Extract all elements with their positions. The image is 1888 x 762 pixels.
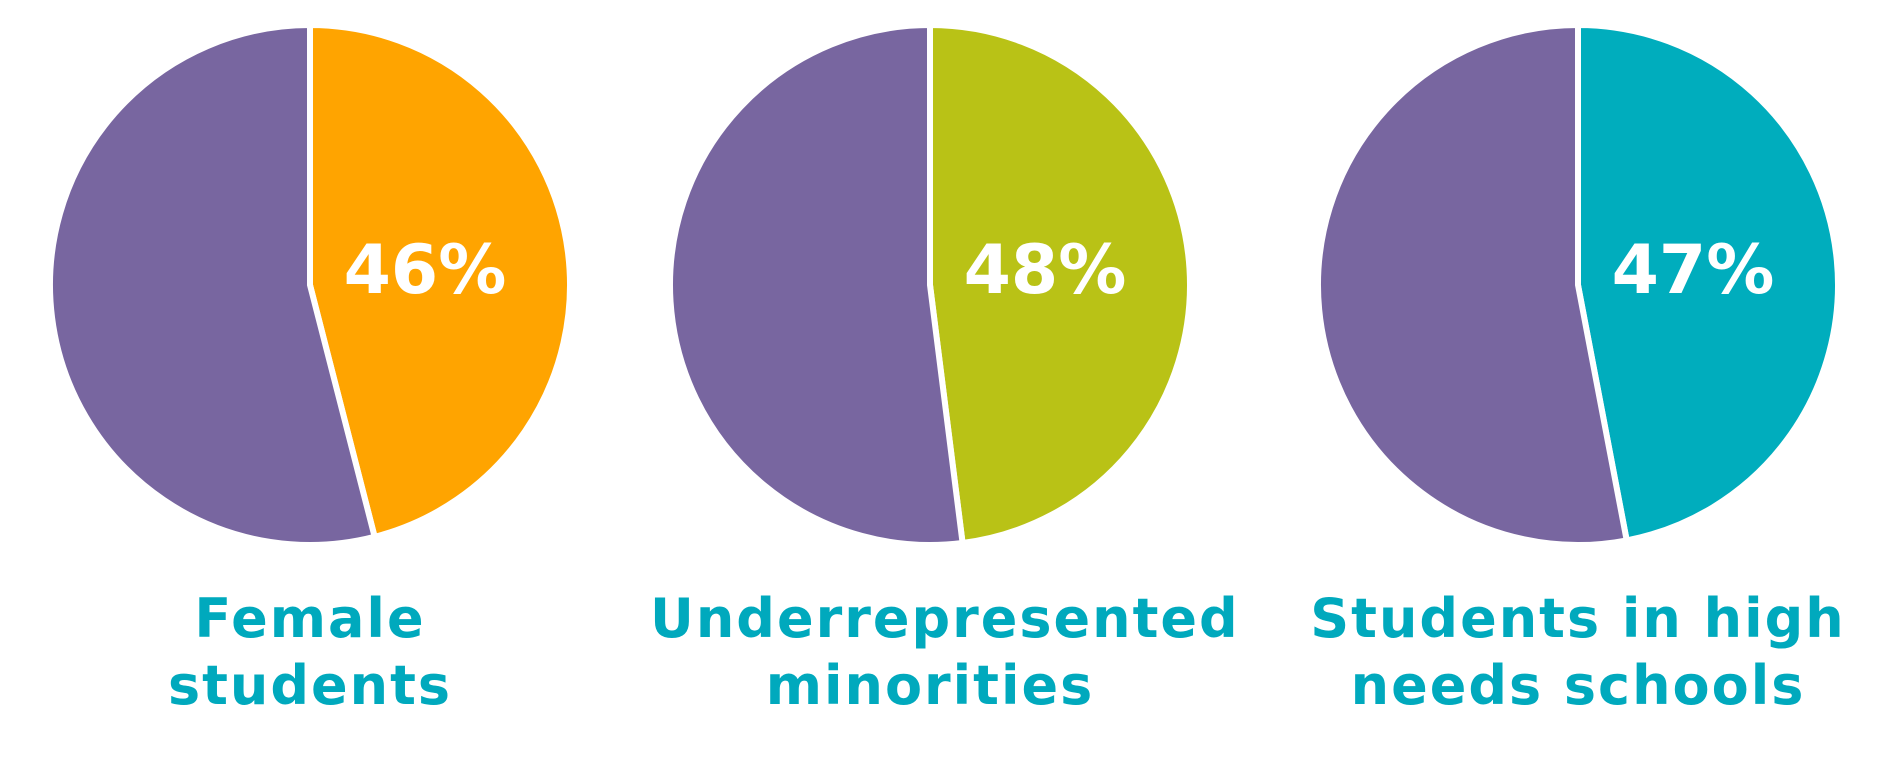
caption-line-1: Underrepresented [650,587,1240,650]
pie-chart-svg: 47% [1315,21,1841,548]
caption-line-1: Students in high [1310,587,1846,650]
pie-slice-remainder [1315,21,1631,548]
caption-line-2: students [167,654,453,717]
pie-value-label: 47% [1612,231,1775,310]
pie-slice-highlight [1575,21,1841,544]
caption-line-2: needs schools [1350,654,1806,717]
pie-slice-highlight [927,21,1193,547]
caption-line-1: Female [194,587,426,650]
pie-slice-remainder [47,21,379,548]
pie-slice-remainder [667,21,966,548]
pie-value-label: 48% [964,231,1127,310]
pie-chart-svg: 48% [667,21,1193,548]
chart-caption: Female students [30,585,590,719]
pie-chart-female-students: 46% Female students [30,0,590,762]
chart-caption: Students in high needs schools [1298,585,1858,719]
pie-slice-highlight [307,21,573,541]
caption-line-2: minorities [765,654,1095,717]
chart-caption: Underrepresented minorities [650,585,1240,719]
pie-chart-high-needs-schools: 47% Students in high needs schools [1298,0,1858,762]
pie-chart-underrepresented-minorities: 48% Underrepresented minorities [650,0,1240,762]
pie-chart-svg: 46% [47,21,573,548]
pie-value-label: 46% [344,231,507,310]
